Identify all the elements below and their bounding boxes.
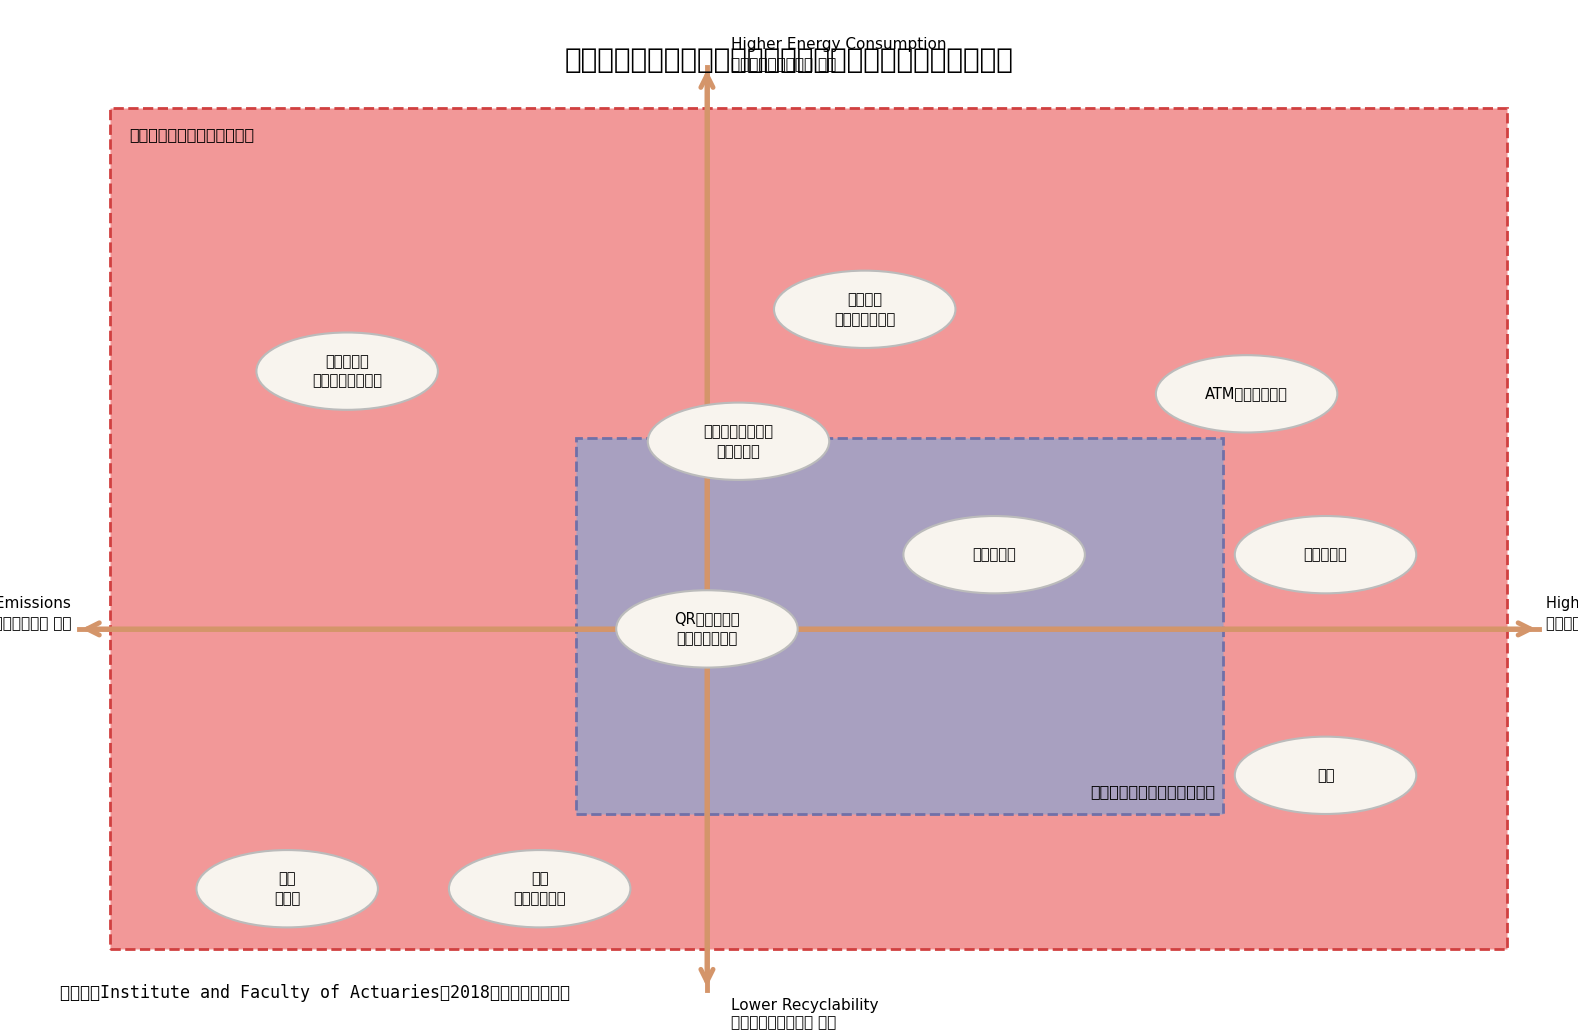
Text: スマホ決済: スマホ決済 — [1303, 547, 1348, 562]
Text: Higher Emissions: Higher Emissions — [0, 596, 71, 610]
Text: （資源枯渇可能性 大）: （資源枯渇可能性 大） — [1546, 617, 1578, 631]
Text: （リサイクル可能性 低）: （リサイクル可能性 低） — [731, 1016, 836, 1031]
Ellipse shape — [256, 332, 439, 409]
Bar — [110, 108, 1507, 949]
Text: 暗号通貨
（マイニング）: 暗号通貨 （マイニング） — [835, 292, 895, 327]
Text: ATMの維持・管理: ATMの維持・管理 — [1206, 387, 1288, 401]
Text: QRコード決済
（店舗提示型）: QRコード決済 （店舗提示型） — [674, 611, 740, 646]
Text: 紙幣
（ポリマー）: 紙幣 （ポリマー） — [513, 871, 567, 906]
Ellipse shape — [448, 850, 631, 928]
Text: Higher Materials Consumption: Higher Materials Consumption — [1546, 596, 1578, 610]
Ellipse shape — [615, 590, 797, 668]
Text: 相対的に環境負荷が低い領域: 相対的に環境負荷が低い領域 — [1090, 784, 1215, 799]
Text: 相対的に環境負荷が高い領域: 相対的に環境負荷が高い領域 — [129, 127, 254, 142]
Text: カード決済: カード決済 — [972, 547, 1016, 562]
Text: （エネルギー消費量 大）: （エネルギー消費量 大） — [731, 57, 836, 72]
Ellipse shape — [1234, 736, 1415, 814]
Text: データセンターの
維持・管理: データセンターの 維持・管理 — [704, 424, 773, 459]
Text: Lower Recyclability: Lower Recyclability — [731, 998, 877, 1013]
Ellipse shape — [647, 402, 830, 480]
Bar — [576, 438, 1223, 814]
Text: （資料：Institute and Faculty of Actuaries［2018］をもとに作成）: （資料：Institute and Faculty of Actuaries［2… — [60, 985, 570, 1002]
Text: 現金流通の
サプライチェーン: 現金流通の サプライチェーン — [312, 354, 382, 389]
Text: 硬貨: 硬貨 — [1316, 768, 1335, 783]
Text: 図表：各決済手段がもたらす環境負荷に関する相対的な評価: 図表：各決済手段がもたらす環境負荷に関する相対的な評価 — [565, 46, 1013, 74]
Ellipse shape — [773, 271, 956, 348]
Ellipse shape — [1234, 516, 1415, 594]
Ellipse shape — [903, 516, 1086, 594]
Text: Higher Energy Consumption: Higher Energy Consumption — [731, 36, 947, 52]
Text: （温室効果ガスの排出量 大）: （温室効果ガスの排出量 大） — [0, 617, 71, 631]
Ellipse shape — [1155, 355, 1337, 433]
Text: 紙幣
（紙）: 紙幣 （紙） — [275, 871, 300, 906]
Ellipse shape — [196, 850, 377, 928]
